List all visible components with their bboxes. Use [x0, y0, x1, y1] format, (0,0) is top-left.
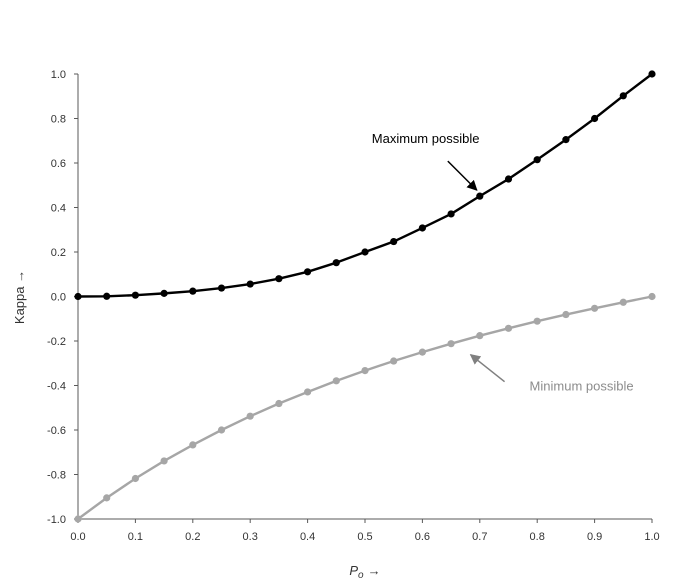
data-point — [217, 284, 226, 292]
series-minimum — [74, 292, 656, 523]
x-tick-label: 0.3 — [243, 531, 258, 543]
data-point — [562, 310, 570, 319]
data-point — [275, 275, 283, 283]
data-point — [160, 289, 168, 297]
data-point — [504, 175, 513, 183]
data-point — [361, 248, 369, 256]
x-tick-label: 0.2 — [185, 531, 200, 543]
annotation-label: Minimum possible — [530, 379, 634, 394]
data-point — [504, 324, 513, 332]
x-tick-label: 0.4 — [300, 531, 315, 543]
x-ticks: 0.0 0.1 0.2 0.3 0.4 0.5 0.6 0.7 0.8 0.9 1.0 — [70, 519, 660, 543]
data-point — [562, 136, 570, 144]
x-axis-title: Po → — [349, 563, 380, 581]
x-tick-label: 0.6 — [415, 531, 430, 543]
data-point — [447, 340, 455, 348]
annotation-label: Maximum possible — [372, 131, 480, 146]
annotation-layer: Maximum possible Minimum possible — [372, 131, 634, 394]
data-point — [275, 399, 283, 408]
data-point — [131, 291, 139, 299]
y-tick-label: 0.8 — [51, 114, 66, 126]
data-point — [304, 268, 312, 276]
data-point — [246, 280, 254, 288]
x-axis-title-arrow: → — [368, 563, 381, 578]
data-point — [361, 366, 369, 375]
annotation-arrow — [469, 354, 506, 383]
data-point — [447, 210, 455, 218]
series-line — [77, 295, 653, 520]
data-point — [103, 292, 111, 300]
data-point — [74, 292, 82, 301]
data-point — [74, 515, 82, 523]
y-tick-label: -0.2 — [47, 336, 66, 348]
y-tick-label: 0.0 — [51, 292, 66, 304]
x-tick-label: 0.1 — [128, 531, 143, 543]
data-point — [619, 92, 627, 100]
x-tick-label: 0.9 — [587, 531, 602, 543]
series-maximum — [74, 70, 656, 301]
x-axis-title-main: P — [349, 563, 358, 578]
data-point — [332, 377, 340, 385]
data-point — [189, 287, 197, 295]
data-point — [533, 156, 541, 164]
data-point — [648, 70, 656, 78]
data-point — [217, 426, 226, 434]
data-point — [648, 292, 656, 301]
data-point — [418, 224, 426, 232]
data-point — [246, 412, 254, 420]
data-point — [103, 494, 111, 502]
data-point — [476, 332, 484, 340]
x-tick-label: 0.5 — [357, 531, 372, 543]
data-point — [390, 357, 398, 365]
data-point — [591, 304, 599, 312]
data-point — [533, 317, 541, 325]
y-tick-label: 0.2 — [51, 247, 66, 259]
annotation-arrow — [447, 160, 478, 191]
y-tick-label: 1.0 — [51, 69, 66, 81]
y-ticks: 1.0 0.8 0.6 0.4 0.2 0.0 -0.2 -0.4 -0.6 -0.8 -1.0 — [47, 69, 78, 526]
x-tick-label: 0.0 — [70, 531, 85, 543]
y-tick-label: -0.6 — [47, 425, 66, 437]
y-tick-label: 0.6 — [51, 158, 66, 170]
x-axis-title-subscript: o — [358, 570, 364, 581]
y-tick-label: -0.8 — [47, 470, 66, 482]
y-tick-label: 0.4 — [51, 203, 66, 215]
x-tick-label: 1.0 — [644, 531, 659, 543]
data-point — [390, 237, 398, 246]
data-point — [418, 348, 426, 356]
data-point — [131, 474, 139, 483]
data-point — [189, 441, 197, 449]
x-tick-label: 0.8 — [530, 531, 545, 543]
x-tick-label: 0.7 — [472, 531, 487, 543]
y-tick-label: -0.4 — [47, 381, 66, 393]
y-tick-label: -1.0 — [47, 514, 66, 526]
data-point — [619, 298, 627, 306]
data-point — [160, 457, 168, 465]
data-point — [304, 388, 312, 396]
data-point — [332, 259, 340, 267]
series-line — [77, 73, 653, 298]
data-point — [591, 114, 599, 123]
y-axis-title: Kappa → — [12, 270, 27, 324]
series-layer — [74, 70, 656, 523]
data-point — [476, 192, 484, 200]
